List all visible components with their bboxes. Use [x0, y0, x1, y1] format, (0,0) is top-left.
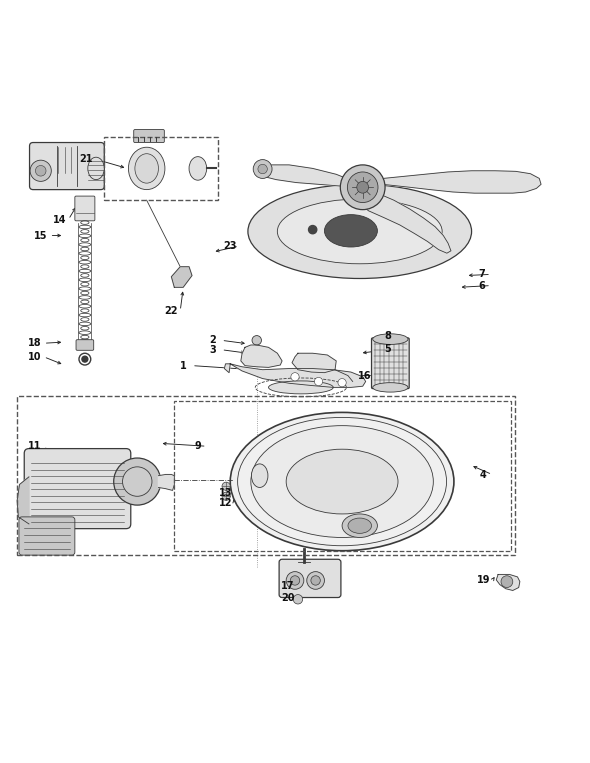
Circle shape	[222, 482, 230, 491]
Circle shape	[501, 576, 513, 588]
Ellipse shape	[268, 381, 333, 394]
Text: 20: 20	[281, 593, 294, 603]
Polygon shape	[292, 353, 336, 372]
Ellipse shape	[230, 413, 454, 551]
Ellipse shape	[277, 199, 442, 264]
Circle shape	[291, 372, 299, 381]
Ellipse shape	[129, 147, 165, 190]
Circle shape	[252, 336, 261, 345]
Circle shape	[314, 378, 323, 385]
Text: 1: 1	[180, 361, 186, 371]
FancyBboxPatch shape	[30, 143, 104, 190]
Ellipse shape	[373, 383, 408, 392]
Text: 11: 11	[28, 441, 41, 451]
FancyBboxPatch shape	[76, 340, 94, 350]
Polygon shape	[241, 345, 282, 367]
FancyBboxPatch shape	[372, 338, 409, 388]
Text: 18: 18	[28, 338, 42, 348]
Text: 4: 4	[480, 469, 487, 479]
Text: 12: 12	[219, 498, 232, 508]
Text: 2: 2	[209, 335, 216, 346]
Circle shape	[258, 164, 267, 174]
Polygon shape	[260, 165, 357, 186]
Circle shape	[123, 467, 152, 496]
Text: 6: 6	[479, 281, 486, 291]
FancyBboxPatch shape	[75, 196, 95, 221]
Text: 5: 5	[385, 343, 391, 353]
Ellipse shape	[324, 214, 378, 247]
Circle shape	[309, 226, 317, 233]
FancyBboxPatch shape	[24, 449, 131, 529]
Circle shape	[338, 378, 346, 387]
Ellipse shape	[135, 153, 159, 183]
Polygon shape	[496, 575, 520, 591]
Polygon shape	[171, 267, 192, 288]
Circle shape	[35, 166, 46, 176]
Text: 23: 23	[224, 241, 237, 251]
Text: 7: 7	[479, 269, 486, 279]
Circle shape	[307, 571, 324, 589]
Circle shape	[222, 492, 230, 501]
Polygon shape	[17, 477, 29, 524]
Circle shape	[311, 576, 320, 585]
FancyBboxPatch shape	[19, 517, 75, 555]
Ellipse shape	[189, 156, 206, 180]
FancyBboxPatch shape	[134, 130, 165, 143]
Text: 10: 10	[28, 352, 41, 362]
Circle shape	[340, 165, 385, 210]
Circle shape	[357, 182, 369, 193]
FancyBboxPatch shape	[279, 559, 341, 597]
Text: 22: 22	[165, 306, 178, 316]
Circle shape	[290, 576, 300, 585]
Polygon shape	[357, 171, 541, 193]
Circle shape	[286, 571, 304, 589]
Text: 8: 8	[385, 330, 391, 340]
Ellipse shape	[373, 334, 408, 344]
Text: 9: 9	[195, 441, 201, 451]
Ellipse shape	[286, 449, 398, 514]
Polygon shape	[159, 475, 174, 491]
Circle shape	[82, 356, 88, 362]
Polygon shape	[361, 188, 451, 253]
Text: 17: 17	[281, 581, 294, 591]
Ellipse shape	[348, 518, 372, 533]
Ellipse shape	[248, 185, 471, 278]
Circle shape	[253, 159, 272, 179]
Circle shape	[348, 172, 378, 202]
Text: 19: 19	[477, 575, 490, 585]
Text: 14: 14	[53, 214, 66, 224]
Ellipse shape	[251, 426, 433, 537]
Text: 15: 15	[34, 230, 47, 240]
Text: 21: 21	[79, 154, 93, 164]
Circle shape	[293, 594, 303, 604]
Polygon shape	[224, 364, 366, 388]
Text: 16: 16	[358, 371, 371, 381]
Text: 3: 3	[209, 345, 216, 355]
Ellipse shape	[342, 514, 378, 537]
Ellipse shape	[251, 464, 268, 488]
Text: 13: 13	[219, 488, 232, 498]
Ellipse shape	[88, 157, 104, 179]
Circle shape	[114, 458, 161, 505]
Circle shape	[30, 160, 51, 182]
